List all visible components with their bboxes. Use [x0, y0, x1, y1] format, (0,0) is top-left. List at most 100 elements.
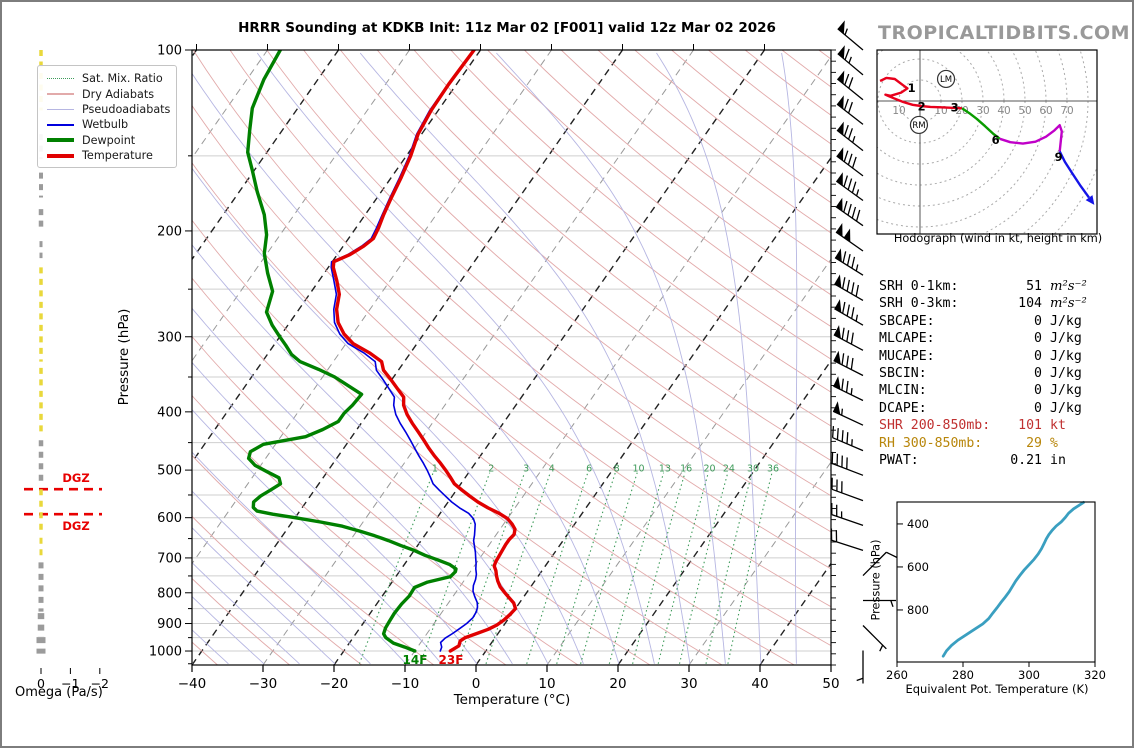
pressure-tick-label: 500	[157, 464, 182, 479]
svg-text:1: 1	[432, 464, 438, 475]
stat-row: SHR 200-850mb: 101 kt	[879, 417, 1112, 434]
stat-label: SBCAPE:	[879, 313, 935, 329]
page-title: HRRR Sounding at KDKB Init: 11z Mar 02 […	[238, 20, 776, 36]
hodograph-height-label: 3	[951, 101, 959, 115]
stat-unit: %	[1050, 435, 1058, 451]
hodograph-ring-label: 50	[1018, 105, 1031, 117]
stat-row: MLCIN: 0 J/kg	[879, 382, 1112, 399]
svg-text:24: 24	[723, 464, 735, 475]
legend-item-label: Dewpoint	[82, 133, 136, 147]
surface-dewpoint-label: 14F	[402, 653, 428, 667]
stat-label: SRH 0-1km:	[879, 279, 959, 294]
stat-label: SHR 200-850mb:	[879, 418, 991, 434]
svg-text:3: 3	[523, 464, 529, 475]
stat-row: SRH 0-3km: 104 m²s⁻²	[879, 295, 1112, 312]
thetae-x-tick-label: 300	[1018, 668, 1040, 682]
profile-curves	[246, 50, 518, 653]
x-tick-label: −10	[391, 676, 420, 692]
stat-label: MUCAPE:	[879, 348, 935, 364]
legend: Sat. Mix. Ratio Dry Adiabats Pseudoadiabat…	[37, 65, 177, 169]
wind-barb	[836, 70, 864, 101]
x-tick-label: −40	[178, 676, 207, 692]
pressure-tick-label: 900	[157, 617, 182, 632]
hodograph-height-label: 2	[918, 100, 926, 114]
legend-item: Dry Adiabats	[38, 86, 176, 101]
svg-text:13: 13	[659, 464, 671, 475]
wind-barb	[831, 451, 864, 476]
hodograph-ring-label: 60	[1039, 105, 1052, 117]
stat-row: MUCAPE: 0 J/kg	[879, 348, 1112, 365]
legend-item: Pseudoadiabats	[38, 102, 176, 117]
hodograph-height-label: 6	[992, 133, 1000, 147]
svg-text:30: 30	[747, 464, 759, 475]
legend-item-label: Dry Adiabats	[82, 87, 155, 101]
legend-line-sample-icon	[47, 78, 74, 80]
stat-label: MLCAPE:	[879, 331, 935, 347]
wind-barb	[831, 477, 864, 502]
dry-adiabats	[192, 50, 831, 665]
wind-barb	[863, 599, 896, 608]
legend-item: Sat. Mix. Ratio	[38, 71, 176, 86]
svg-text:20: 20	[703, 464, 715, 475]
stat-unit: J/kg	[1050, 348, 1082, 364]
skewt-frame	[191, 49, 832, 666]
wind-barb	[835, 197, 864, 227]
stat-label: PWAT:	[879, 452, 919, 468]
hodograph-ring-label: 10	[892, 105, 905, 117]
tropicaltidbits-logo: TROPICALTIDBITS.COM	[878, 22, 1131, 44]
svg-text:6: 6	[586, 464, 592, 475]
pressure-tick-label: 1000	[149, 645, 182, 660]
wind-barb	[836, 147, 864, 177]
wind-barb	[835, 172, 864, 202]
wind-barb	[837, 45, 864, 76]
svg-text:2: 2	[488, 464, 494, 475]
stat-value: 0	[1034, 313, 1042, 329]
svg-text:4: 4	[549, 464, 555, 475]
wind-barb	[862, 625, 887, 652]
stat-value: 0	[1034, 383, 1042, 399]
stat-value: 0	[1034, 331, 1042, 347]
legend-line-sample-icon	[47, 123, 74, 126]
stat-value: 0	[1034, 400, 1042, 416]
pressure-tick-label: 600	[157, 511, 182, 526]
stat-value: 0.21	[1010, 452, 1042, 468]
storm-motion-label: LM	[940, 75, 952, 85]
x-tick-label: 50	[822, 676, 839, 692]
hodograph-trace-9-12km	[1058, 150, 1090, 199]
thetae-p-tick-label: 400	[907, 517, 929, 531]
legend-item-label: Pseudoadiabats	[82, 102, 171, 116]
stat-unit: J/kg	[1050, 313, 1082, 329]
stat-unit: m²s⁻²	[1050, 279, 1087, 294]
x-tick-label: 10	[538, 676, 555, 692]
hodograph-arrow	[1085, 195, 1095, 205]
legend-item: Temperature	[38, 148, 176, 163]
stat-value: 104	[1018, 296, 1042, 312]
svg-text:8: 8	[614, 464, 620, 475]
legend-line-sample-icon	[47, 93, 74, 95]
stat-unit: J/kg	[1050, 400, 1082, 416]
legend-item: Dewpoint	[38, 133, 176, 148]
hodograph-rings: 10 10 20 30 40 50 60 70	[877, 50, 1097, 234]
storm-motion-label: RM	[912, 121, 925, 131]
wind-barb	[831, 426, 864, 452]
stat-unit: J/kg	[1050, 365, 1082, 381]
dgz-label: DGZ	[62, 471, 89, 485]
stat-value: 0	[1034, 365, 1042, 381]
storm-motion-marker	[936, 69, 956, 89]
stat-unit: J/kg	[1050, 383, 1082, 399]
thetae-x-tick-label: 320	[1084, 668, 1106, 682]
hodograph-ring-label: 30	[976, 105, 989, 117]
thetae-curve	[941, 501, 1085, 658]
thetae-x-tick-label: 260	[886, 668, 908, 682]
hodograph-trace-0-3km	[879, 76, 963, 110]
x-tick-label: −20	[320, 676, 349, 692]
legend-line-sample-icon	[47, 138, 74, 143]
wetbulb-curve	[330, 50, 479, 652]
x-tick-label: −30	[249, 676, 278, 692]
wind-barb	[833, 376, 864, 402]
legend-item-label: Wetbulb	[82, 118, 129, 132]
stat-unit: kt	[1050, 418, 1066, 434]
dgz-markers: DGZ DGZ	[24, 471, 102, 533]
isotherms	[192, 50, 831, 665]
